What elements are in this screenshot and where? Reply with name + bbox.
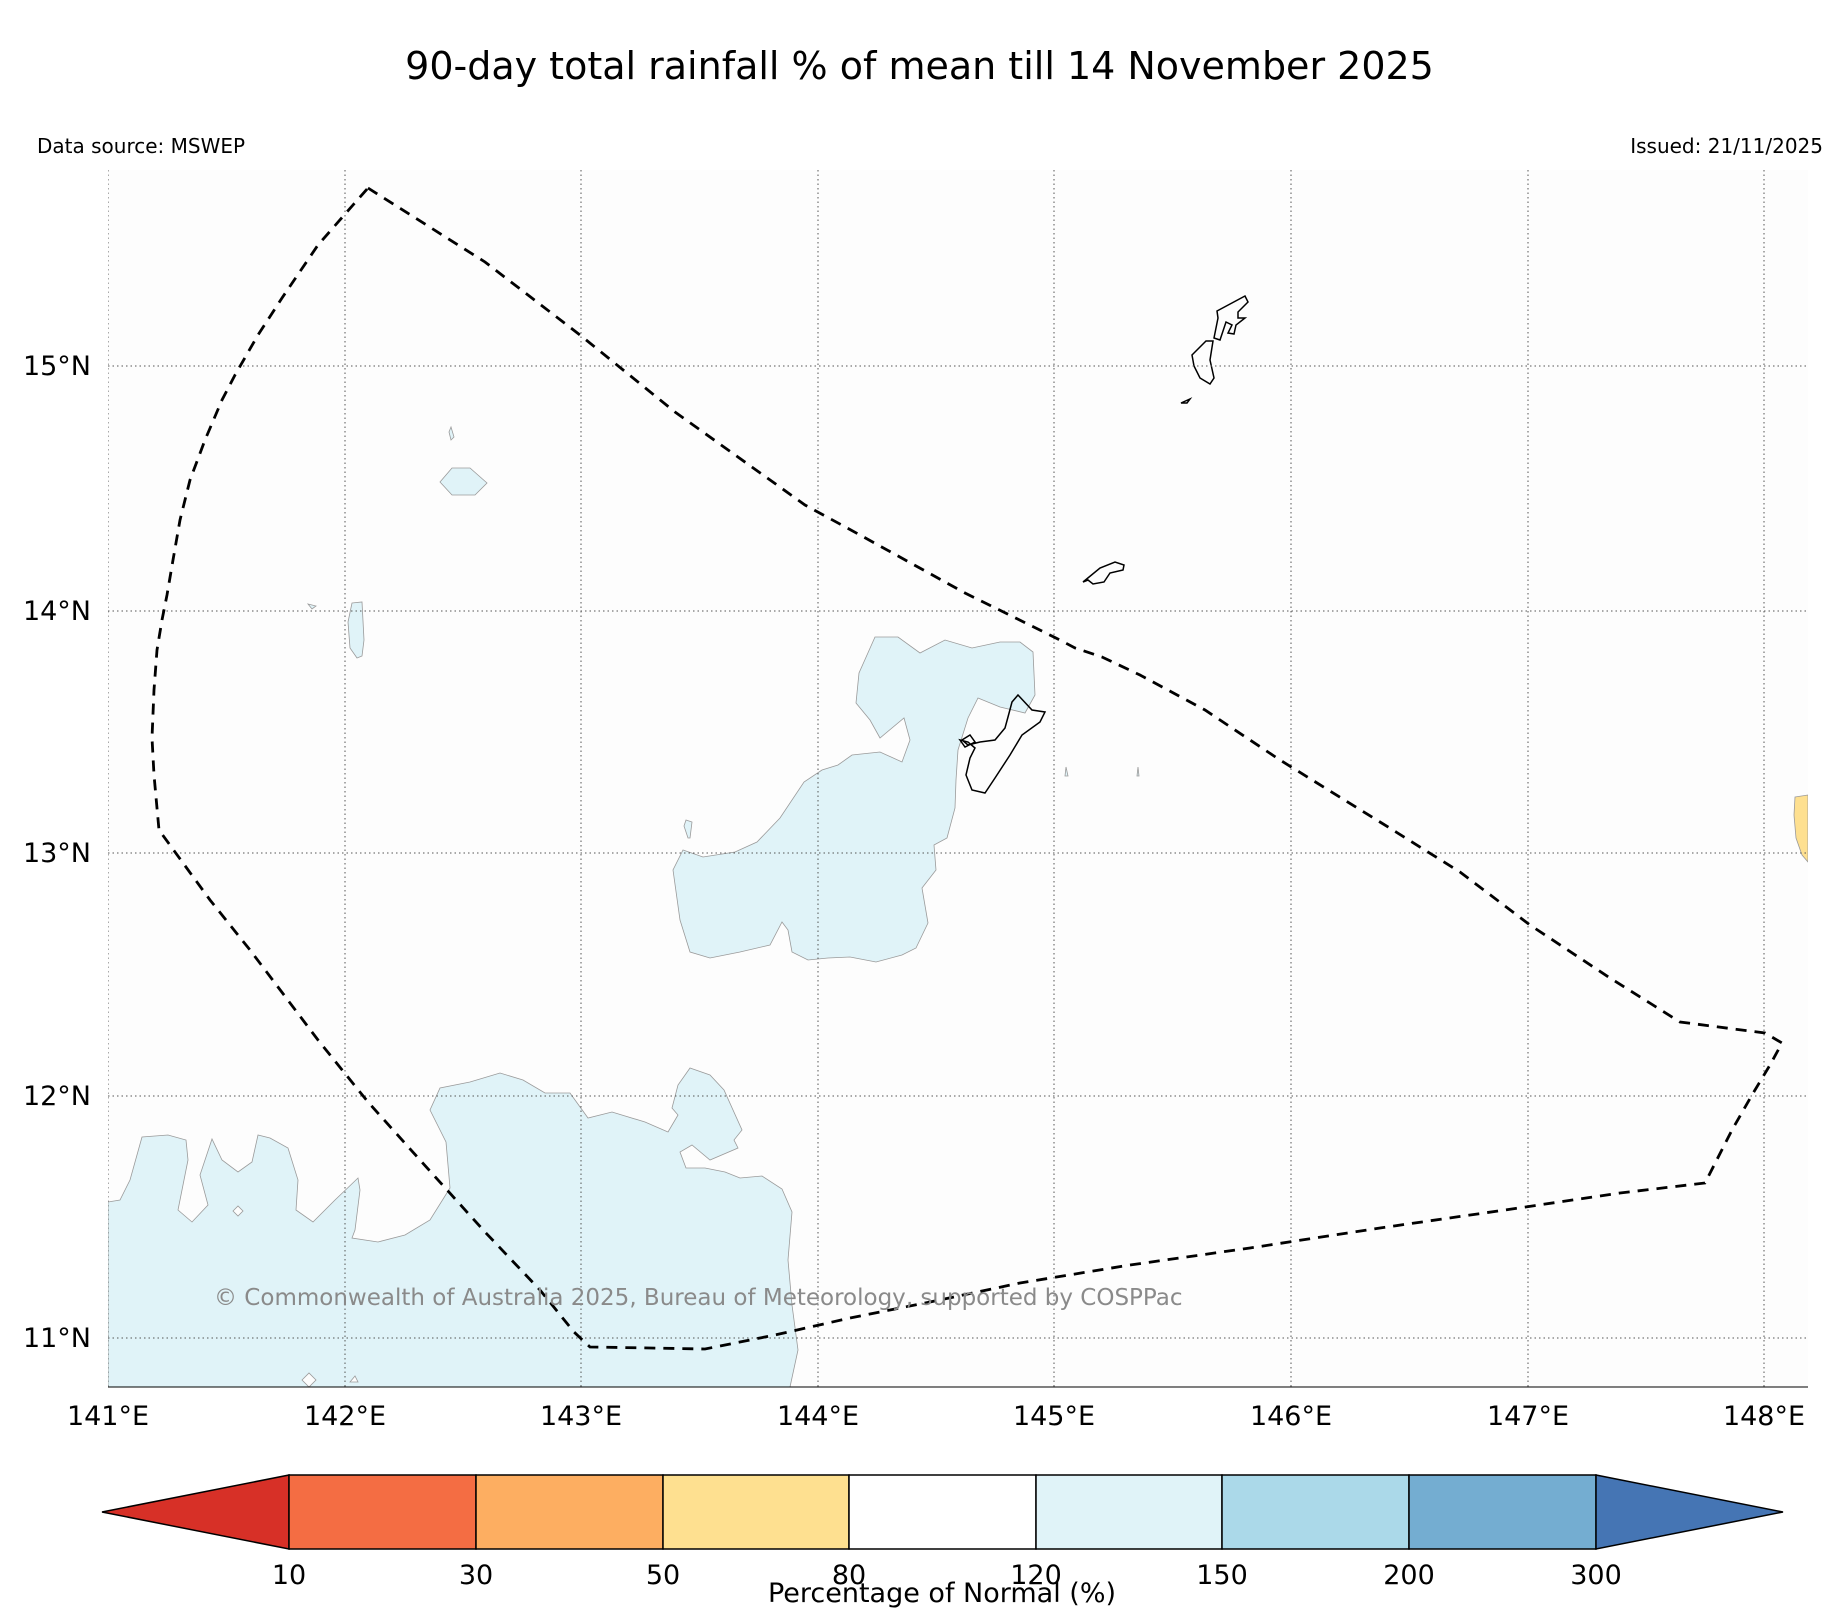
colorbar-tick-labels: 10 30 50 80 120 150 200 300 <box>272 1560 1622 1591</box>
rainfall-island-c <box>683 819 693 839</box>
rainfall-dot-6 <box>301 1372 317 1387</box>
colorbar-tick-200: 200 <box>1383 1560 1435 1591</box>
lon-tick-144: 144°E <box>777 1401 859 1432</box>
colorbar-bin-120-150 <box>1035 1474 1223 1550</box>
rainfall-dot-5 <box>232 1205 244 1217</box>
rainfall-dot-1 <box>306 603 317 610</box>
rainfall-island-a <box>439 467 488 496</box>
lat-tick-12n: 12°N <box>23 1081 91 1112</box>
zone-boundary-dashed <box>150 186 1784 1351</box>
rainfall-dot-4 <box>1136 766 1140 777</box>
lat-tick-labels: 15°N 14°N 13°N 12°N 11°N <box>23 351 91 1354</box>
data-source-label: Data source: MSWEP <box>37 134 246 158</box>
lat-tick-14n: 14°N <box>23 596 91 627</box>
rainfall-region-dry-east <box>1793 794 1808 863</box>
rainfall-region-south <box>108 1067 799 1387</box>
colorbar-tick-300: 300 <box>1570 1560 1622 1591</box>
copyright-notice: © Commonwealth of Australia 2025, Bureau… <box>214 1285 1183 1311</box>
colorbar-bin-80-120 <box>848 1474 1037 1550</box>
rainfall-island-b <box>347 601 365 659</box>
coastline-island-east <box>1082 561 1125 585</box>
colorbar <box>101 1474 1784 1550</box>
issued-date-label: Issued: 21/11/2025 <box>1630 134 1823 158</box>
colorbar-over-extension <box>1595 1474 1784 1550</box>
lon-tick-143: 143°E <box>540 1401 622 1432</box>
rainfall-dot-7 <box>349 1375 359 1383</box>
rainfall-dot-2 <box>448 425 455 441</box>
lat-tick-11n: 11°N <box>23 1323 91 1354</box>
lon-tick-148: 148°E <box>1723 1401 1805 1432</box>
colorbar-label: Percentage of Normal (%) <box>768 1578 1116 1609</box>
colorbar-bin-150-200 <box>1221 1474 1410 1550</box>
colorbar-bin-200-300 <box>1408 1474 1597 1550</box>
colorbar-tick-30: 30 <box>459 1560 493 1591</box>
coastline-island-mid-north <box>1191 340 1215 386</box>
colorbar-bin-10-30 <box>288 1474 477 1550</box>
rainfall-region-central <box>672 636 1036 963</box>
colorbar-tick-150: 150 <box>1196 1560 1248 1591</box>
colorbar-under-extension <box>101 1474 290 1550</box>
lon-tick-146: 146°E <box>1250 1401 1332 1432</box>
lat-tick-13n: 13°N <box>23 838 91 869</box>
graticule <box>108 170 1808 1387</box>
colorbar-bin-50-80 <box>662 1474 850 1550</box>
colorbar-tick-10: 10 <box>272 1560 306 1591</box>
colorbar-tick-50: 50 <box>646 1560 680 1591</box>
coastline-island-north <box>1213 294 1249 341</box>
lon-tick-145: 145°E <box>1013 1401 1095 1432</box>
map-title: 90-day total rainfall % of mean till 14 … <box>405 44 1434 88</box>
rainfall-dot-3 <box>1064 766 1069 777</box>
colorbar-tick-80: 80 <box>832 1560 866 1591</box>
lon-tick-142: 142°E <box>304 1401 386 1432</box>
coastline-islet-north <box>1180 397 1193 404</box>
colorbar-bin-30-50 <box>475 1474 664 1550</box>
lat-tick-15n: 15°N <box>23 351 91 382</box>
colorbar-tick-120: 120 <box>1010 1560 1062 1591</box>
lon-tick-147: 147°E <box>1487 1401 1569 1432</box>
lon-tick-labels: 141°E 142°E 143°E 144°E 145°E 146°E 147°… <box>67 1401 1805 1432</box>
plot-area <box>108 170 1808 1387</box>
lon-tick-141: 141°E <box>67 1401 149 1432</box>
coastline-island-central <box>958 693 1047 794</box>
